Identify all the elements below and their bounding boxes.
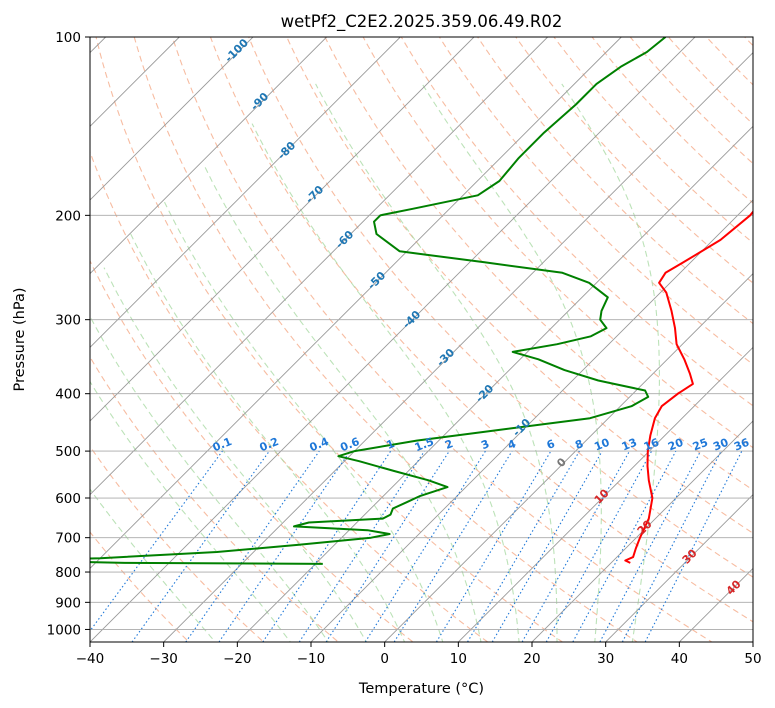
mixing-ratio-line xyxy=(467,450,580,642)
y-axis-title: Pressure (hPa) xyxy=(12,287,28,391)
mixing-ratio-line xyxy=(393,450,513,642)
x-axis: −40 −30 −20 −10 0 10 20 30 40 50 xyxy=(76,642,762,667)
x-axis-title: Temperature (°C) xyxy=(358,681,484,697)
y-tick-label: 100 xyxy=(55,30,81,46)
mixing-ratio-label: 16 xyxy=(642,436,661,454)
moist-adiabat-line xyxy=(90,315,329,642)
profile-line xyxy=(90,37,667,565)
moist-adiabat-line xyxy=(90,380,291,642)
x-tick-label: 40 xyxy=(671,651,688,667)
x-tick-label: −20 xyxy=(223,651,252,667)
isotherm-line xyxy=(384,273,753,642)
dry-adiabat-line xyxy=(629,37,753,165)
moist-adiabat-line xyxy=(315,83,558,642)
x-tick-label: 30 xyxy=(597,651,614,667)
isotherm-line xyxy=(163,52,753,642)
moist-adiabat-line xyxy=(164,201,444,642)
mixing-ratio-line xyxy=(185,450,320,642)
isotherm-line xyxy=(310,199,753,642)
mixing-ratio-label: 13 xyxy=(620,436,639,454)
dry-adiabat-line xyxy=(95,37,564,642)
mixing-ratio-label: 2 xyxy=(443,437,455,452)
y-tick-label: 800 xyxy=(55,565,81,581)
profile-lines xyxy=(90,37,753,565)
isotherm-line xyxy=(531,420,753,642)
mixing-ratio-line xyxy=(325,450,450,642)
mixing-ratio-label: 20 xyxy=(666,436,685,454)
mixing-ratio-line xyxy=(521,450,630,642)
mixing-ratio-label: 8 xyxy=(573,437,585,452)
x-tick-label: −10 xyxy=(297,651,326,667)
dry-adiabat-line xyxy=(90,150,489,642)
x-tick-label: −40 xyxy=(76,651,105,667)
mixing-ratio-line xyxy=(435,450,552,642)
isotherm-line xyxy=(90,37,254,201)
dry-adiabat-line xyxy=(438,37,753,366)
y-tick-label: 1000 xyxy=(47,622,81,638)
dry-adiabat-line xyxy=(667,37,753,125)
isotherm-line xyxy=(605,494,753,642)
dry-adiabat-line xyxy=(133,37,639,642)
profile-line xyxy=(624,210,753,564)
dry-adiabat-line xyxy=(286,37,753,534)
y-tick-label: 400 xyxy=(55,387,81,403)
dry-adiabat-line xyxy=(362,37,753,449)
dry-adiabat-line xyxy=(324,37,753,491)
y-tick-label: 200 xyxy=(55,208,81,224)
y-tick-label: 600 xyxy=(55,491,81,507)
mixing-ratio-label: 3 xyxy=(479,437,491,452)
dry-adiabat-line xyxy=(171,37,713,642)
isotherm-line xyxy=(90,37,327,275)
mixing-ratio-line xyxy=(491,450,603,642)
isotherm-line xyxy=(90,37,401,348)
mixing-ratio-line xyxy=(572,450,677,642)
mixing-ratio-label: 25 xyxy=(691,436,710,454)
isotherm-line xyxy=(458,346,753,642)
mixing-ratio-line xyxy=(545,450,653,642)
mixing-ratio-label: 30 xyxy=(711,436,730,454)
isotherm-line xyxy=(90,37,696,642)
mixing-ratio-line xyxy=(218,450,351,642)
plot-frame xyxy=(89,36,754,643)
x-tick-label: 50 xyxy=(744,651,761,667)
chart-title: wetPf2_C2E2.2025.359.06.49.R02 xyxy=(281,12,563,32)
dry-adiabat-line xyxy=(248,37,753,578)
y-tick-label: 300 xyxy=(55,313,81,329)
mixing-ratio-label: 36 xyxy=(732,436,751,454)
y-axis: 100 200 300 400 500 600 700 800 900 1000 xyxy=(47,30,90,638)
mixing-ratio-label: 1 xyxy=(385,437,397,452)
x-tick-label: −30 xyxy=(149,651,178,667)
isotherm-line xyxy=(90,37,475,422)
mixing-ratio-line xyxy=(364,450,486,642)
y-tick-label: 900 xyxy=(55,595,81,611)
isotherm-line xyxy=(90,37,548,496)
moist-adiabat-line xyxy=(251,123,520,642)
x-tick-label: 20 xyxy=(523,651,540,667)
dry-adiabat-line xyxy=(90,259,414,642)
y-tick-label: 700 xyxy=(55,531,81,547)
mixing-ratio-label: 10 xyxy=(592,436,611,454)
moist-adiabat-line xyxy=(203,165,482,642)
moist-adiabat-line xyxy=(103,267,367,642)
isotherm-line xyxy=(90,37,622,569)
x-tick-label: 10 xyxy=(450,651,467,667)
x-tick-label: 0 xyxy=(380,651,389,667)
moist-adiabat-line xyxy=(90,488,216,642)
dry-adiabat-line xyxy=(90,445,265,642)
y-tick-label: 500 xyxy=(55,444,81,460)
dry-adiabat-line xyxy=(476,37,753,325)
